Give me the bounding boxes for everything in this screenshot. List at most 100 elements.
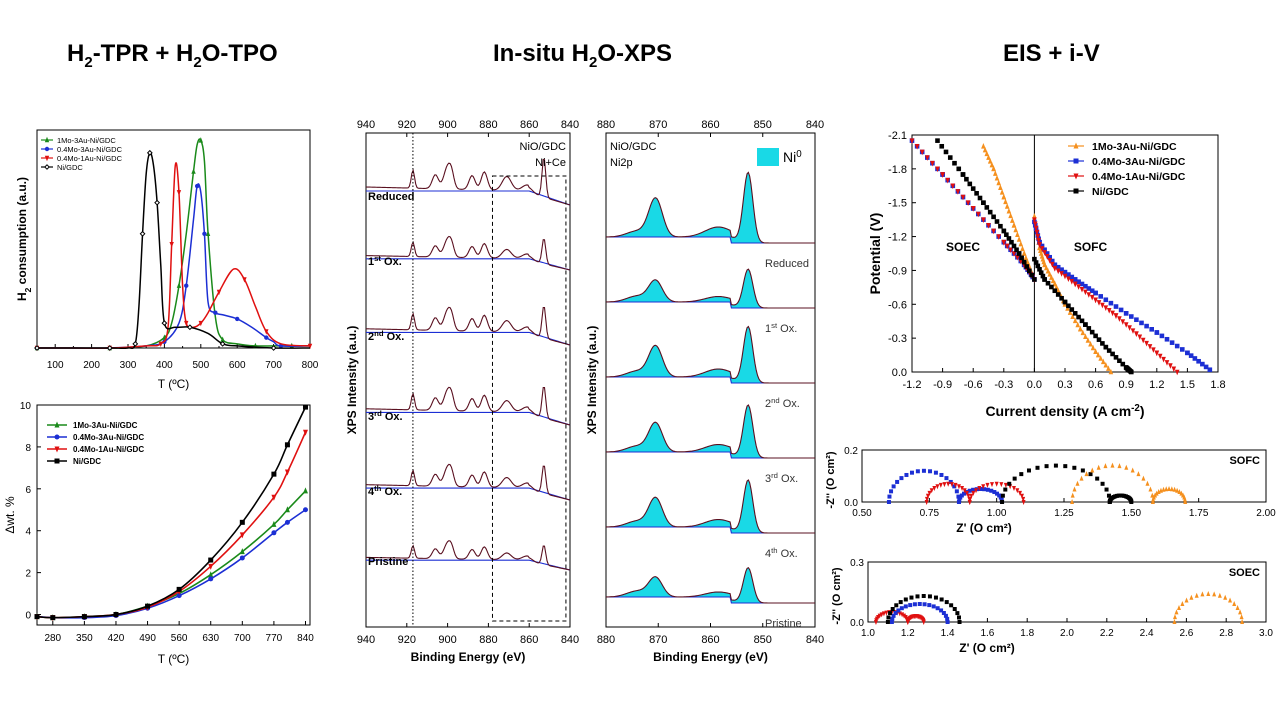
tpr-legend-label: Ni/GDC [57,163,83,172]
iv-point [955,189,961,195]
xps_ni2p-background-line [606,451,815,459]
iv-xtick-label: 0.9 [1119,379,1134,391]
iv-point [914,143,920,150]
tpr-point [184,320,189,327]
eis_soec-point [917,602,922,606]
eis_sofc-point [1075,480,1080,486]
eis_soec-point [1212,591,1217,597]
xps_ni2p-ni0-area [606,405,815,458]
eis_soec-point [945,616,950,621]
xps_ni2p-xtick-label-top: 870 [649,119,667,131]
tpo-ytick-label: 6 [25,485,31,496]
iv-point [1001,193,1007,200]
tpo-ylabel: Δwt. % [3,496,17,534]
iv-point [950,183,956,190]
xps_ce-spectrum-label: 3rd Ox. [368,409,403,424]
iv-legend-marker [1073,173,1079,180]
iv-point [1067,309,1073,315]
tpo-xtick-label: 770 [266,633,283,644]
iv-point [1098,355,1103,361]
xps_ni2p-spectrum-line [605,268,815,309]
eis_sofc-point [1095,476,1100,481]
iv-point [1006,236,1012,241]
iv-point [1018,240,1024,247]
xps_ni2p-xtick-label-top: 860 [701,119,719,131]
iv-point [1032,217,1037,223]
iv-point [1086,292,1092,298]
eis_sofc-point [989,482,994,488]
tpo-point [208,563,214,570]
iv-point [1045,267,1051,274]
tpo-xtick-label: 560 [171,633,188,644]
xps_ce-spectrum-label: 4th Ox. [368,484,402,499]
eis_sofc-chart: 0.50 0.75 1.00 1.25 1.50 1.75 2.00 0.0 0.2 SOFC Z'… [825,446,1276,535]
xps_ce-xtick-label: 940 [357,634,375,646]
iv-point [1052,262,1058,268]
iv-point [1093,333,1098,339]
eis_sofc-point [1084,471,1089,477]
eis_soec-point [921,594,926,598]
iv-point [1093,290,1098,296]
tpr-point [216,289,222,296]
iv-point [1103,344,1109,350]
tpr-point [270,345,277,351]
xps_ni2p-xtick-label: 880 [597,634,615,646]
iv-point [1020,245,1025,252]
iv-point [1106,348,1112,353]
heading-eis: EIS + i-V [1003,40,1100,67]
iv-point [935,138,940,143]
xps_ce-spectrum-label: 2nd Ox. [368,329,404,344]
tpo-ytick-label: 8 [25,443,31,454]
iv-point [1072,277,1078,282]
xps_ce-xtick-label: 900 [438,634,456,646]
eis_sofc-point [909,470,914,475]
eis_soec-point [922,602,927,607]
eis_sofc-point [1136,471,1141,477]
tpo-ytick-label: 2 [25,569,31,580]
eis_sofc-point [1130,467,1135,473]
xps_ce-spectrum-line [365,159,571,206]
eis_sofc-point [1021,500,1026,505]
tpr-xtick-label: 500 [192,360,209,371]
eis_soec-xtick-label: 1.6 [980,628,994,639]
eis_soec-xtick-label: 3.0 [1259,628,1273,639]
tpo-xlabel: T (ºC) [158,652,190,666]
tpo-point [302,429,308,436]
xps_ni2p-background-line [606,376,815,384]
iv-point [1140,337,1146,344]
eis_sofc-point [985,487,990,492]
eis_sofc-point [977,486,982,492]
xps_ce-spectrum-line [365,540,571,571]
eis_soec-xtick-label: 1.2 [901,628,915,639]
iv-legend-label: 0.4Mo-3Au-Ni/GDC [1092,156,1186,168]
tpr-xtick-label: 200 [83,360,100,371]
iv-point [993,170,998,176]
eis_sofc-point [985,482,990,488]
eis_soec-point [1238,609,1243,615]
tpo-point [208,557,214,563]
iv-point [1033,225,1039,232]
iv-point [1103,297,1109,303]
eis_sofc-point [1044,464,1049,469]
eis_soec-point [1239,614,1244,620]
eis_sofc-point [949,482,954,488]
eis_sofc-point [927,490,932,496]
tpr-point [176,190,182,196]
tpo-point [81,614,87,620]
xps_ni2p-ni0-area [606,326,815,383]
heading-tpr: H2-TPR + H2O-TPO [67,40,278,71]
tpo-point [176,593,182,599]
tpr-point [219,340,226,347]
iv-point [1123,311,1129,316]
xps_ni2p-spectrum-line [605,171,815,244]
iv-point [1001,228,1007,234]
iv-point [1108,368,1114,375]
tpo-point [113,612,119,618]
iv-point [1016,251,1022,256]
iv-point [984,150,990,157]
tpr-legend-marker [44,146,50,152]
iv-point [1076,314,1081,320]
eis_sofc-ytick-label: 0.2 [844,446,858,457]
eis_soec-point [1240,619,1245,624]
